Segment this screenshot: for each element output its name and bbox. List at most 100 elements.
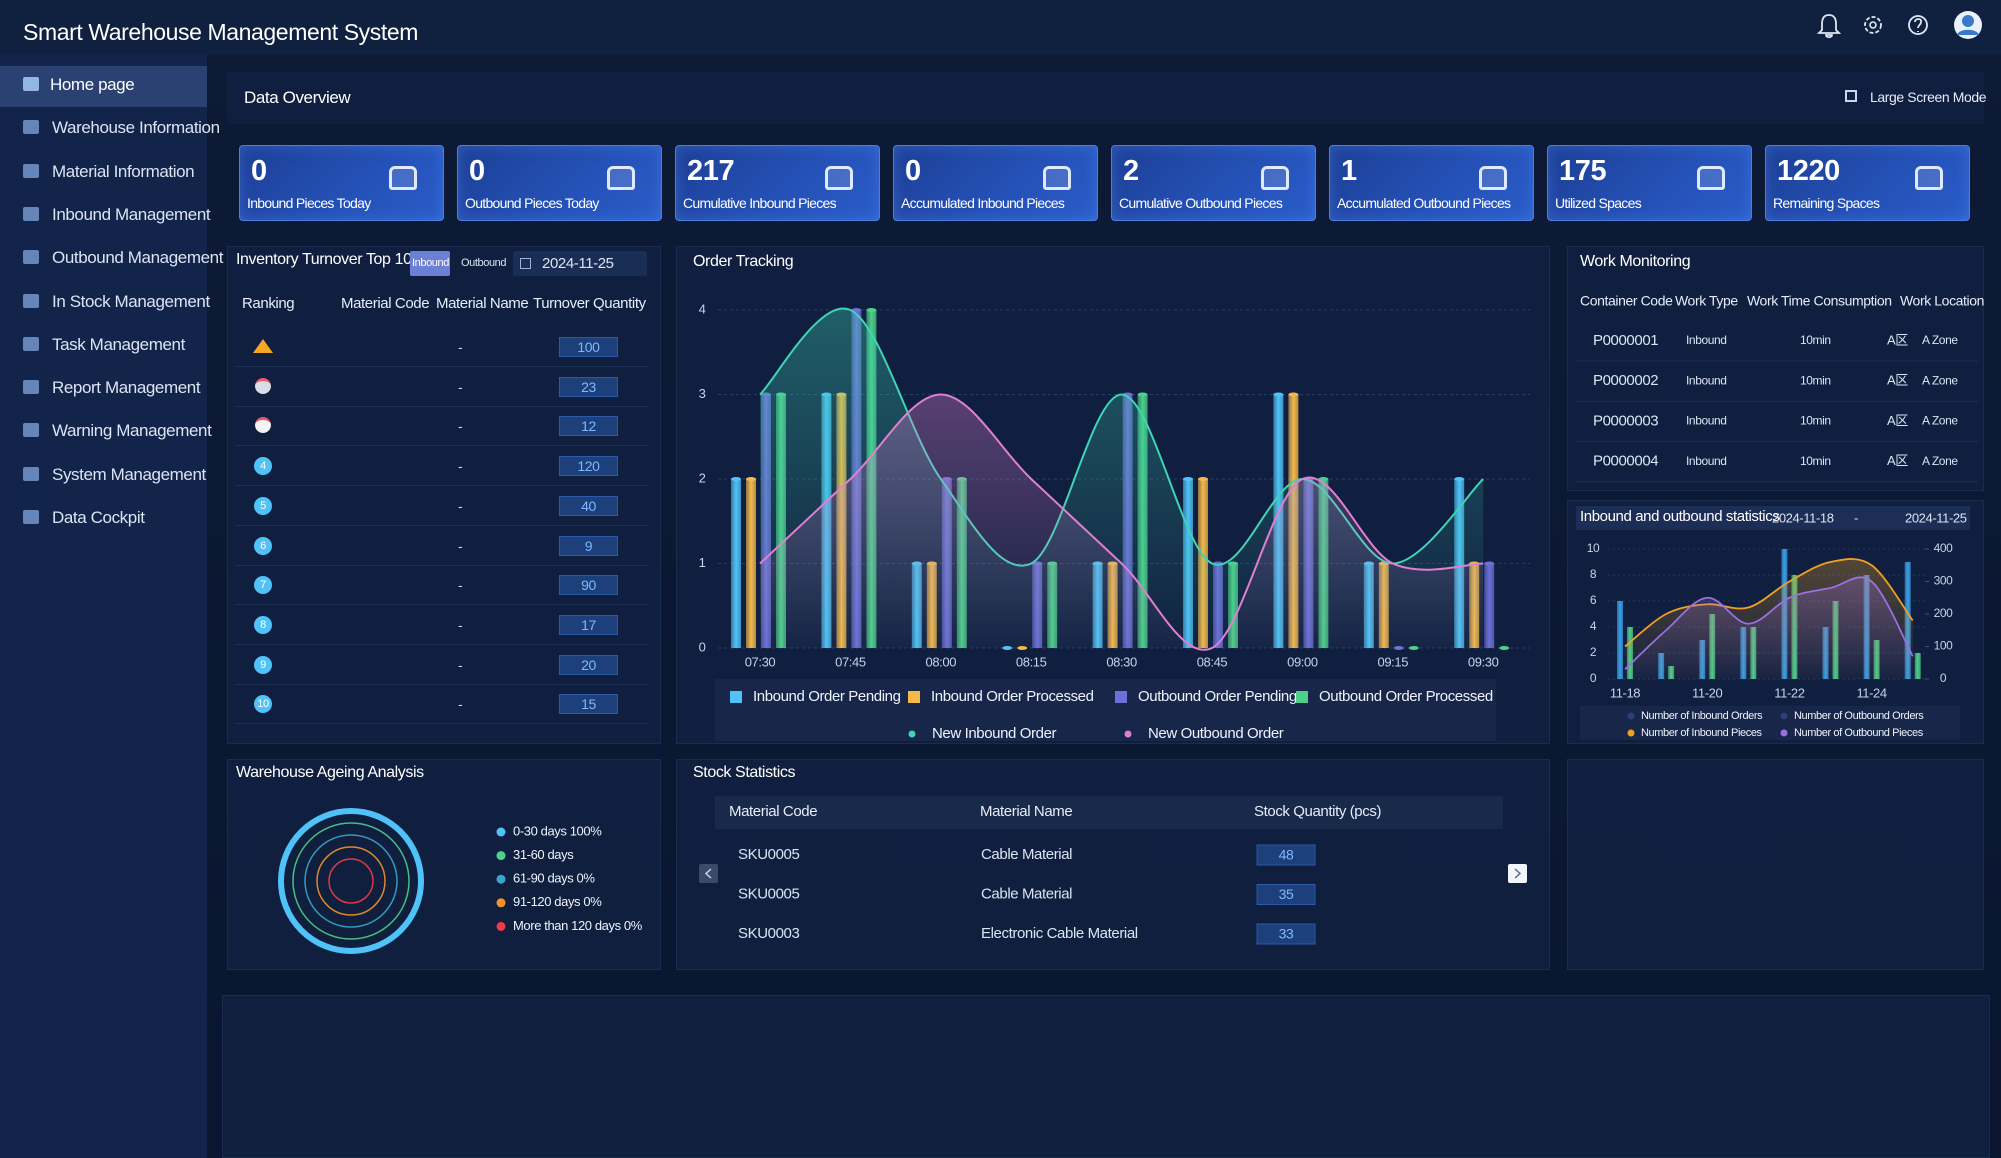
quantity-box	[559, 495, 618, 516]
row-divider	[235, 564, 647, 566]
quantity: 120	[577, 458, 600, 475]
sidebar-item[interactable]: Data Cockpit	[52, 508, 145, 527]
material-name: -	[458, 378, 463, 395]
kpi-card	[893, 145, 1098, 221]
help-icon[interactable]	[1908, 15, 1928, 35]
material-name: -	[458, 616, 463, 633]
sidebar-icon	[23, 510, 39, 524]
kpi-icon	[389, 166, 417, 190]
sidebar-item[interactable]: Inbound Management	[52, 204, 211, 224]
tab[interactable]: Outbound	[461, 257, 507, 269]
rank: 6	[260, 539, 266, 552]
sidebar-item[interactable]: In Stock Management	[52, 291, 210, 311]
quantity: 17	[581, 616, 596, 633]
row-divider	[235, 445, 647, 447]
quantity: 9	[584, 537, 593, 554]
rank-badge	[254, 457, 272, 476]
sidebar-icon	[23, 466, 39, 481]
quantity: 20	[581, 656, 596, 673]
material-name: -	[458, 537, 463, 554]
medal-icon	[255, 377, 271, 394]
kpi-card	[1329, 145, 1534, 221]
panel	[1567, 759, 1984, 970]
kpi-label: Outbound Pieces Today	[465, 195, 599, 211]
kpi-label: Cumulative Inbound Pieces	[683, 195, 837, 211]
kpi-value: 1	[1341, 155, 1357, 187]
avatar-head	[1962, 15, 1974, 27]
header-icons	[1816, 11, 1982, 39]
sidebar-item[interactable]: Warehouse Information	[52, 118, 220, 138]
material-name: -	[458, 418, 463, 435]
date-box	[513, 251, 647, 276]
date[interactable]: 2024-11-25	[542, 255, 614, 272]
kpi-card	[457, 145, 662, 221]
row-divider	[235, 366, 647, 367]
rank: 9	[260, 658, 266, 671]
kpi-icon	[1043, 166, 1071, 190]
kpi-card	[1765, 145, 1970, 221]
sidebar-item[interactable]: Home page	[50, 75, 135, 94]
kpi-icon	[1479, 166, 1507, 190]
panel-title: Inventory Turnover Top 10	[236, 251, 412, 268]
kpi-card	[675, 145, 880, 221]
tab-active-bg	[410, 251, 450, 276]
row-divider	[235, 405, 647, 407]
row-divider	[235, 683, 647, 685]
bell-icon[interactable]	[1816, 14, 1842, 39]
sidebar-icon	[23, 250, 39, 265]
crown-icon	[253, 339, 273, 353]
column-header: Ranking	[242, 295, 295, 312]
panel	[676, 759, 1550, 970]
kpi-card	[239, 145, 444, 221]
material-name: -	[458, 656, 463, 673]
rank-badge	[254, 615, 272, 634]
quantity: 12	[581, 418, 596, 435]
settings-icon-core	[1869, 21, 1877, 29]
sidebar-icon	[23, 336, 39, 351]
kpi-icon	[1915, 166, 1943, 190]
rank: 5	[260, 499, 266, 512]
column-header: Material Name	[436, 295, 529, 312]
sidebar	[0, 54, 207, 1158]
settings-icon[interactable]	[1864, 16, 1882, 34]
sidebar-item[interactable]: Outbound Management	[52, 248, 224, 268]
quantity: 15	[581, 696, 596, 713]
kpi-value: 1220	[1777, 155, 1840, 187]
quantity-box	[559, 416, 618, 437]
sidebar-icon	[23, 293, 39, 308]
material-name: -	[458, 696, 463, 713]
quantity-box	[559, 337, 618, 357]
kpi-value: 2	[1123, 155, 1139, 187]
rank: 7	[260, 579, 266, 592]
sidebar-item[interactable]: Task Management	[52, 334, 185, 354]
app-title: Smart Warehouse Management System	[23, 19, 419, 45]
rank-badge	[254, 496, 272, 515]
material-name: -	[458, 497, 463, 514]
quantity-box	[559, 654, 618, 675]
column-header: Turnover Quantity	[533, 295, 646, 312]
section-title: Data Overview	[244, 88, 351, 107]
quantity-box	[559, 456, 618, 477]
kpi-label: Inbound Pieces Today	[247, 195, 371, 211]
tab[interactable]: Inbound	[412, 257, 449, 269]
large-screen-button[interactable]: Large Screen Mode	[1870, 89, 1987, 105]
kpi-value: 0	[905, 155, 921, 187]
row-divider	[235, 643, 647, 645]
sidebar-icon	[23, 380, 39, 395]
sidebar-item[interactable]: Report Management	[52, 378, 201, 398]
rank-badge	[254, 695, 272, 714]
sidebar-icon	[23, 120, 39, 135]
sidebar-item[interactable]: Material Information	[52, 161, 195, 181]
avatar-body	[1957, 29, 1979, 35]
kpi-icon	[825, 166, 853, 190]
kpi-value: 217	[687, 155, 735, 187]
kpi-label: Utilized Spaces	[1555, 195, 1642, 211]
kpi-label: Accumulated Outbound Pieces	[1337, 195, 1511, 211]
sidebar-item[interactable]: Warning Management	[52, 421, 212, 441]
panel	[222, 995, 1990, 1158]
quantity: 90	[581, 577, 596, 594]
sidebar-item[interactable]: System Management	[52, 464, 206, 484]
rank: 10	[257, 698, 269, 711]
material-name: -	[458, 458, 463, 475]
quantity-box	[559, 575, 618, 596]
